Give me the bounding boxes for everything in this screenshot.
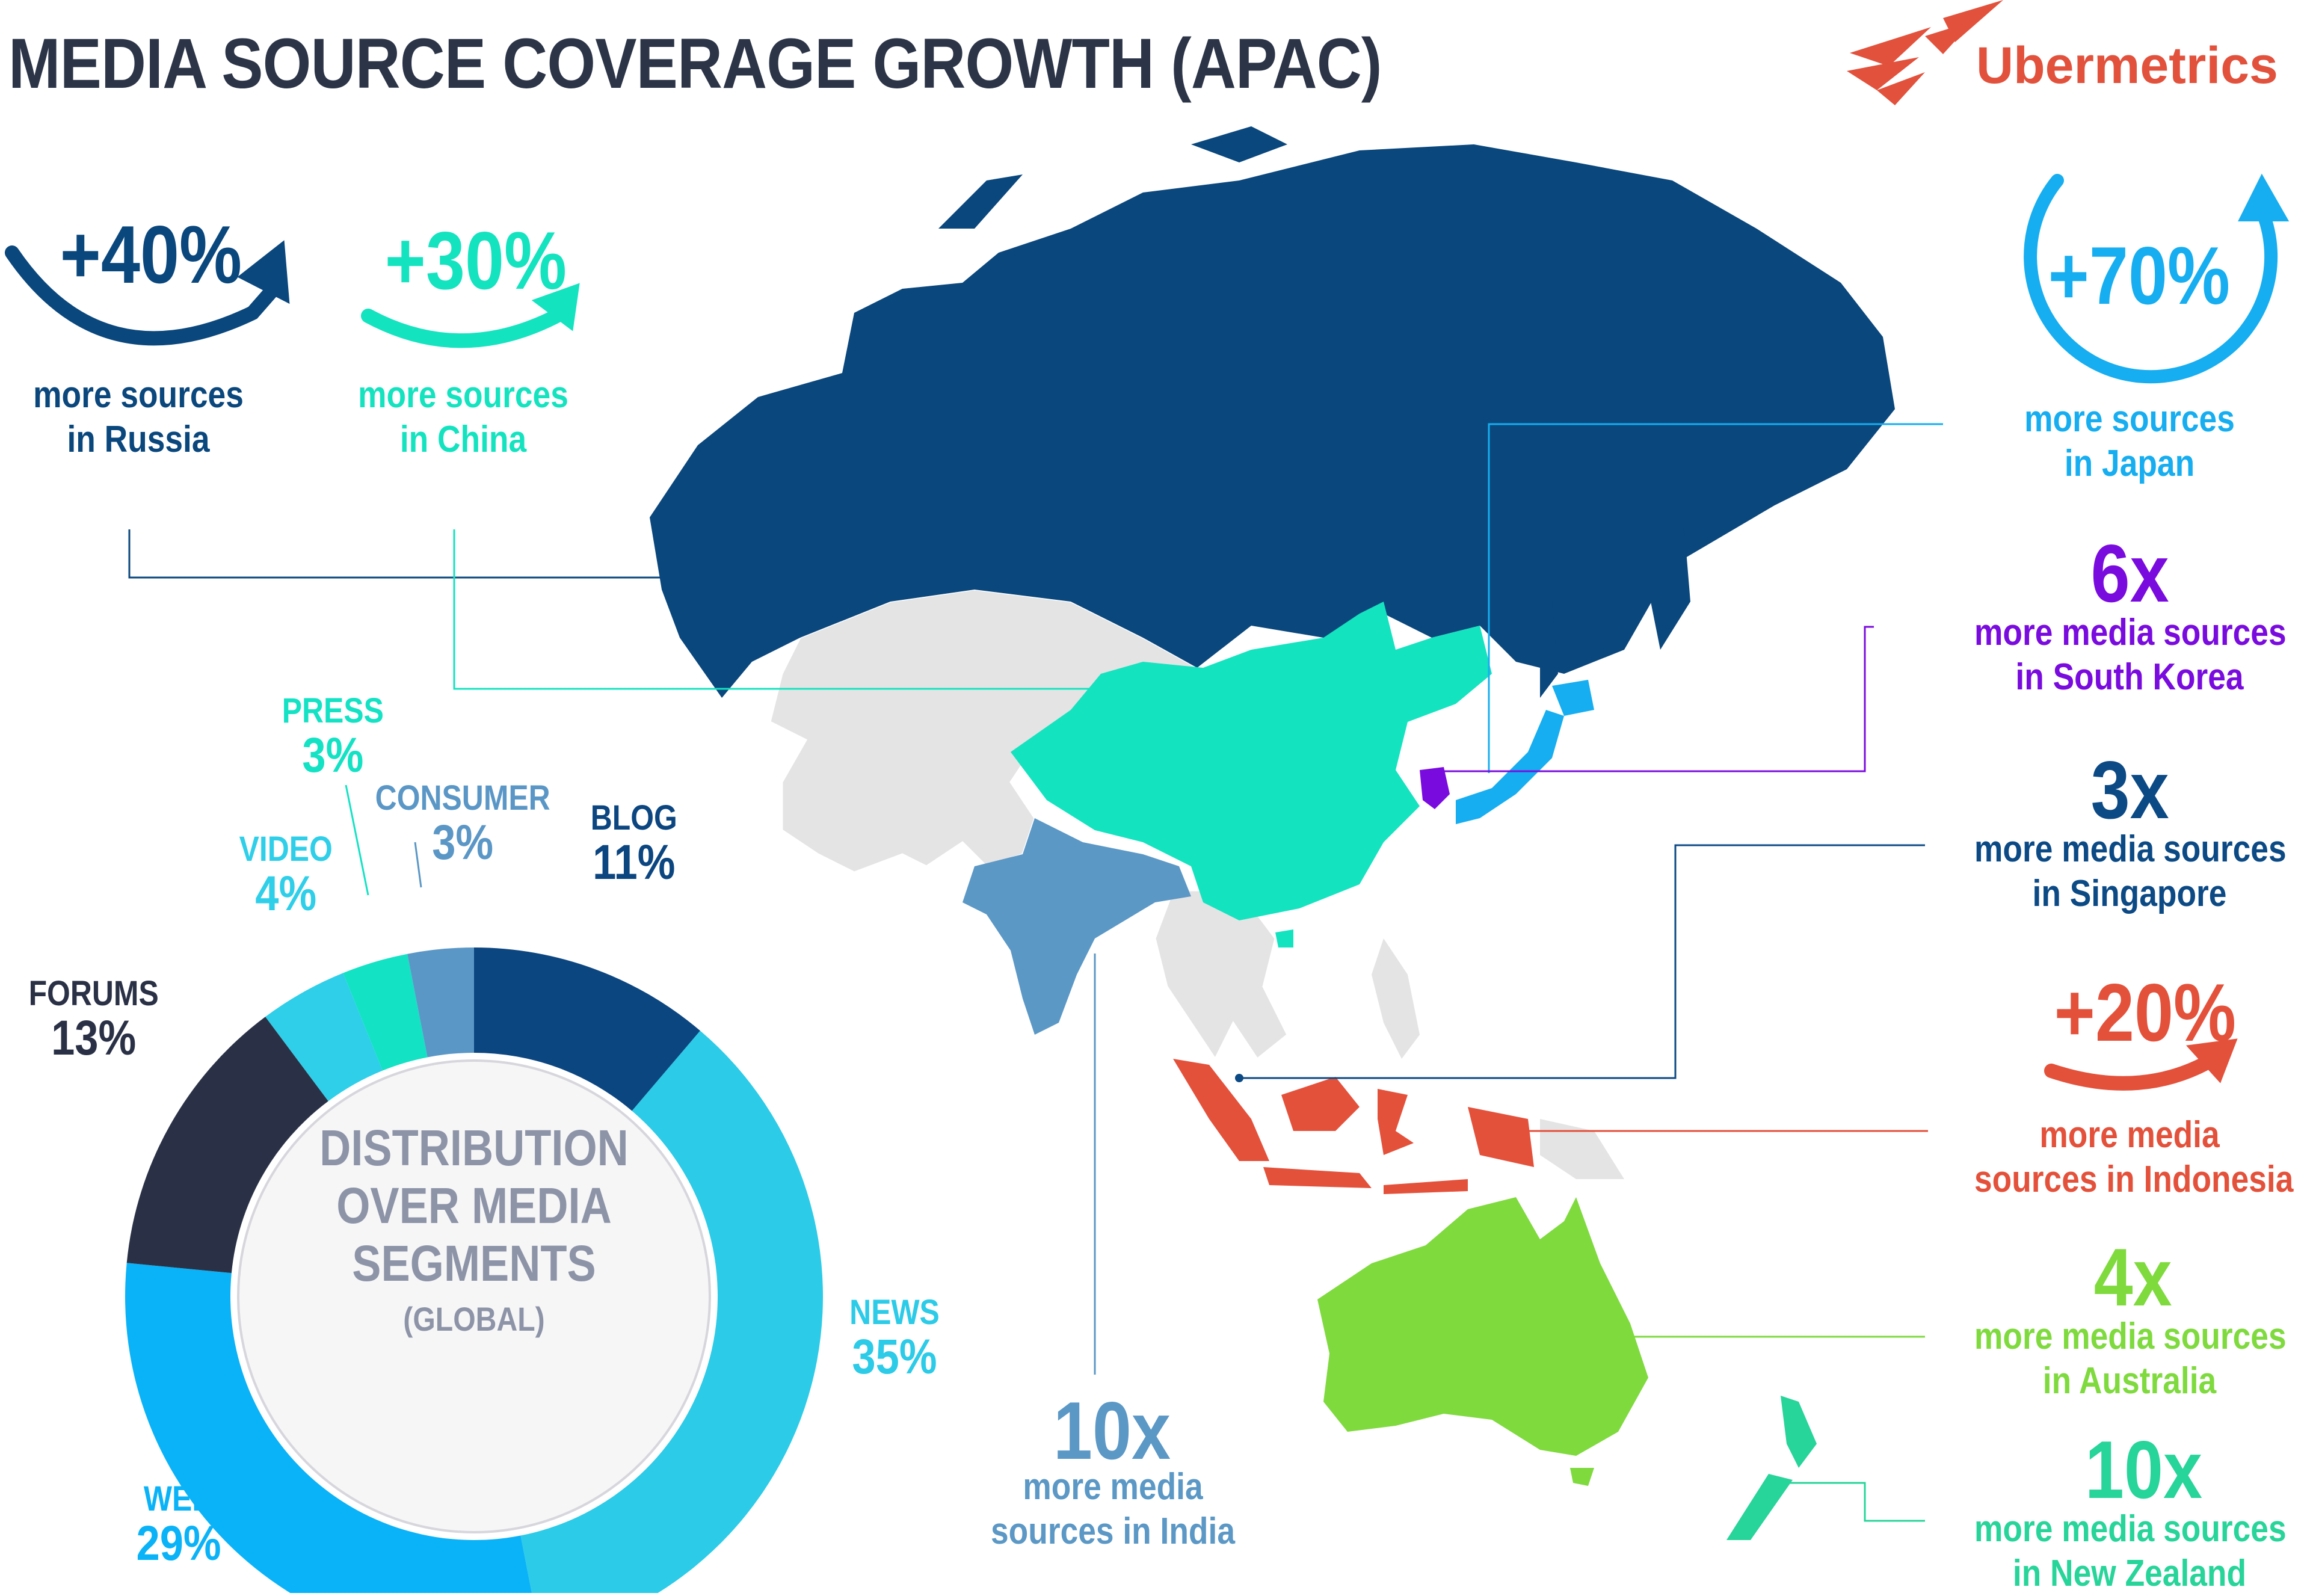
region-hokkaido	[1552, 680, 1594, 716]
russia-value: +40%	[60, 209, 242, 300]
leader-china	[453, 529, 1131, 690]
country-australia	[1317, 1197, 1648, 1456]
leader-japan	[1488, 423, 1943, 773]
brand-name: Ubermetrics	[1976, 37, 2278, 94]
region-sakhalin	[1540, 602, 1558, 698]
donut-slice-news	[520, 1031, 823, 1593]
apac-map	[650, 126, 1895, 1540]
russia-label: more sources in Russia	[33, 374, 244, 460]
callout-leaders	[128, 423, 1943, 1522]
china-label: more sources in China	[358, 374, 568, 460]
leader-singapore	[1239, 844, 1925, 1079]
region-novaya-zemlya	[938, 174, 1023, 229]
australia-value: 4x	[2093, 1231, 2172, 1323]
china-value: +30%	[384, 215, 567, 306]
arrow-indonesia-head-icon	[2185, 1038, 2238, 1083]
south-korea-label: more media sources in South Korea	[1974, 612, 2287, 698]
arrow-japan-icon	[2024, 174, 2278, 384]
region-se-asia	[1154, 889, 1289, 1061]
country-indonesia-borneo	[1281, 1077, 1360, 1131]
country-indonesia-java	[1263, 1167, 1372, 1188]
country-indonesia-sumatra	[1173, 1059, 1269, 1161]
arrow-indonesia-icon	[2044, 1052, 2221, 1091]
region-arctic-islands	[1191, 126, 1287, 162]
segment-label-web: WEB 29%	[136, 1479, 221, 1571]
donut-title: DISTRIBUTION OVER MEDIA SEGMENTS	[319, 1120, 629, 1292]
region-hainan	[1275, 929, 1293, 947]
new-zealand-label: more media sources in New Zealand	[1974, 1508, 2287, 1594]
singapore-value: 3x	[2090, 744, 2169, 836]
country-indonesia-sulawesi	[1378, 1089, 1414, 1155]
singapore-label: more media sources in Singapore	[1974, 828, 2287, 914]
segment-label-video: VIDEO 4%	[239, 830, 333, 921]
country-indonesia-islands	[1384, 1179, 1468, 1194]
indonesia-value: +20%	[2054, 967, 2237, 1058]
brand-logo	[1847, 0, 2003, 105]
country-indonesia-papua	[1468, 1107, 1534, 1167]
region-png	[1540, 1119, 1624, 1179]
country-india	[962, 818, 1191, 1035]
donut-slice-blog	[474, 947, 700, 1111]
segment-label-blog: BLOG 11%	[590, 798, 677, 890]
media-segments-donut	[125, 947, 823, 1593]
donut-slice-press	[343, 954, 428, 1071]
arrow-china-head-icon	[531, 283, 580, 331]
south-korea-value: 6x	[2090, 528, 2169, 619]
donut-slice-web	[125, 1263, 532, 1593]
segment-label-consumer: CONSUMER 3%	[375, 778, 550, 870]
country-china	[1011, 602, 1492, 920]
donut-inner-ring	[237, 1059, 711, 1533]
arrow-russia-icon	[5, 245, 281, 346]
donut-slice-video	[265, 973, 383, 1101]
indonesia-label: more media sources in Indonesia	[1974, 1114, 2294, 1200]
callout-arrows	[5, 173, 2290, 1091]
new-zealand-value: 10x	[2084, 1424, 2203, 1515]
india-label: more media sources in India	[991, 1466, 1235, 1552]
arrow-russia-head-icon	[237, 240, 290, 304]
donut-subtitle: (GLOBAL)	[403, 1300, 545, 1338]
leader-south-korea	[1441, 626, 1874, 772]
country-new-zealand-south	[1726, 1474, 1793, 1540]
arrow-china-icon	[361, 306, 570, 348]
japan-label: more sources in Japan	[2024, 398, 2235, 484]
page-title: MEDIA SOURCE COVERAGE GROWTH (APAC)	[8, 24, 1382, 103]
region-philippines	[1372, 938, 1420, 1059]
segment-label-forums: FORUMS 13%	[28, 974, 159, 1065]
segment-label-press: PRESS 3%	[282, 691, 384, 783]
australia-label: more media sources in Australia	[1974, 1316, 2287, 1402]
leader-new-zealand	[1781, 1482, 1925, 1522]
japan-value: +70%	[2048, 230, 2231, 321]
country-russia	[650, 144, 1895, 698]
india-value: 10x	[1053, 1385, 1171, 1476]
donut-slice-forums	[126, 1017, 328, 1274]
region-kamchatka	[1648, 529, 1690, 650]
country-south-korea	[1420, 767, 1450, 809]
donut-slice-consumer	[407, 947, 474, 1058]
country-japan	[1456, 710, 1564, 824]
region-tasmania	[1570, 1468, 1594, 1486]
leader-russia	[128, 529, 668, 579]
arrow-japan-head-icon	[2238, 173, 2290, 221]
country-new-zealand-north	[1781, 1396, 1817, 1468]
segment-label-news: NEWS 35%	[849, 1293, 940, 1384]
